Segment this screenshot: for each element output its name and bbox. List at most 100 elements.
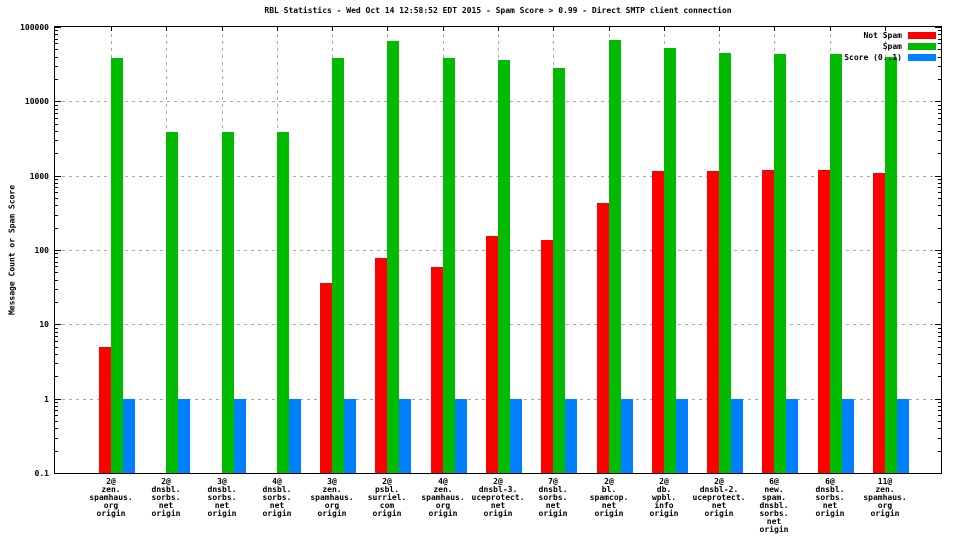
y-minor-tick	[938, 280, 941, 281]
y-minor-tick	[938, 34, 941, 35]
y-minor-tick	[938, 272, 941, 273]
y-minor-tick	[55, 253, 58, 254]
x-tick-label: 2@ zen. spamhaus. org origin	[89, 477, 133, 518]
y-minor-tick	[938, 57, 941, 58]
y-minor-tick	[938, 421, 941, 422]
y-minor-tick	[938, 179, 941, 180]
y-major-tick	[935, 473, 941, 474]
x-tick	[553, 27, 554, 31]
bar-score-0-1	[455, 399, 467, 473]
y-minor-tick	[55, 376, 58, 377]
bar-spam	[166, 132, 178, 473]
bar-score-0-1	[676, 399, 688, 473]
y-minor-tick	[55, 341, 58, 342]
x-tick	[498, 27, 499, 31]
y-minor-tick	[938, 289, 941, 290]
legend-label: Spam	[882, 41, 902, 51]
y-minor-tick	[938, 332, 941, 333]
x-tick-label: 2@ psbl. surriel. com origin	[367, 477, 407, 518]
y-minor-tick	[938, 183, 941, 184]
x-tick-label: 3@ dnsbl. sorbs. net origin	[207, 477, 237, 518]
y-minor-tick	[938, 30, 941, 31]
x-tick	[222, 27, 223, 31]
y-minor-tick	[55, 187, 58, 188]
y-minor-tick	[938, 140, 941, 141]
x-tick-label: 6@ new. spam. dnsbl. sorbs. net origin	[759, 477, 789, 534]
y-minor-tick	[938, 328, 941, 329]
y-minor-tick	[938, 118, 941, 119]
bar-score-0-1	[842, 399, 854, 473]
bar-spam	[609, 40, 621, 473]
y-minor-tick	[55, 109, 58, 110]
y-minor-tick	[938, 262, 941, 263]
y-minor-tick	[938, 451, 941, 452]
x-tick-label: 3@ zen. spamhaus. org origin	[310, 477, 354, 518]
legend-swatch	[908, 32, 936, 39]
bar-not-spam	[597, 203, 609, 473]
chart-title: RBL Statistics - Wed Oct 14 12:58:52 EDT…	[264, 6, 732, 15]
bar-spam	[277, 132, 289, 473]
x-tick-label: 2@ bl. spamcop. net origin	[589, 477, 629, 518]
y-major-tick	[935, 176, 941, 177]
y-minor-tick	[938, 215, 941, 216]
y-minor-tick	[938, 336, 941, 337]
y-minor-tick	[938, 192, 941, 193]
y-minor-tick	[55, 410, 58, 411]
y-major-tick	[55, 176, 61, 177]
y-tick-label: 100000	[20, 23, 49, 32]
y-minor-tick	[55, 153, 58, 154]
y-minor-tick	[938, 410, 941, 411]
y-major-tick	[935, 101, 941, 102]
y-major-tick	[55, 101, 61, 102]
bar-spam	[719, 53, 731, 473]
bar-not-spam	[541, 240, 553, 473]
bar-score-0-1	[897, 399, 909, 473]
y-minor-tick	[938, 49, 941, 50]
bar-spam	[387, 41, 399, 473]
legend-label: Score (0..1)	[844, 52, 902, 62]
x-tick	[719, 27, 720, 31]
legend-row: Spam	[844, 41, 936, 52]
y-minor-tick	[55, 215, 58, 216]
bar-not-spam	[652, 171, 664, 473]
y-minor-tick	[938, 66, 941, 67]
bar-not-spam	[762, 170, 774, 473]
y-minor-tick	[938, 205, 941, 206]
plot-area: Not Spam Spam Score (0..1)	[54, 26, 942, 474]
y-minor-tick	[55, 124, 58, 125]
y-minor-tick	[938, 406, 941, 407]
y-minor-tick	[938, 376, 941, 377]
y-minor-tick	[938, 302, 941, 303]
y-minor-tick	[55, 118, 58, 119]
y-minor-tick	[55, 79, 58, 80]
legend-row: Score (0..1)	[844, 52, 936, 63]
x-tick	[166, 27, 167, 31]
x-tick	[774, 27, 775, 31]
y-minor-tick	[55, 302, 58, 303]
y-tick-label: 100	[34, 246, 49, 255]
y-minor-tick	[938, 266, 941, 267]
bar-not-spam	[375, 258, 387, 473]
y-minor-tick	[55, 43, 58, 44]
y-minor-tick	[938, 39, 941, 40]
y-minor-tick	[55, 272, 58, 273]
y-tick-label: 0.1	[34, 469, 49, 478]
y-minor-tick	[938, 153, 941, 154]
bar-spam	[664, 48, 676, 473]
bar-score-0-1	[178, 399, 190, 473]
y-major-tick	[935, 324, 941, 325]
y-tick-label: 1	[44, 395, 49, 404]
y-major-tick	[55, 473, 61, 474]
y-minor-tick	[938, 341, 941, 342]
bar-not-spam	[320, 283, 332, 473]
y-minor-tick	[938, 257, 941, 258]
x-tick	[111, 27, 112, 31]
y-minor-tick	[938, 415, 941, 416]
y-minor-tick	[938, 79, 941, 80]
y-major-tick	[55, 250, 61, 251]
x-tick-label: 4@ zen. spamhaus. org origin	[421, 477, 465, 518]
bar-spam	[111, 58, 123, 473]
y-minor-tick	[55, 289, 58, 290]
y-minor-tick	[55, 328, 58, 329]
